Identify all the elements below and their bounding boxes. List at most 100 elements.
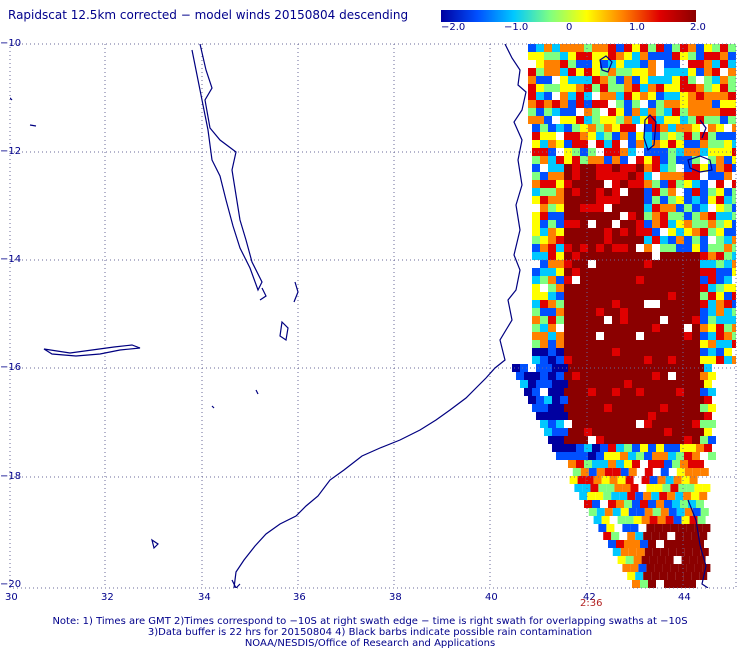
wind-cell <box>644 188 652 196</box>
wind-cell <box>556 244 564 252</box>
wind-cell <box>676 244 684 252</box>
wind-cell <box>668 324 676 332</box>
wind-cell <box>673 476 682 484</box>
wind-cell <box>688 364 696 372</box>
wind-cell <box>572 388 580 396</box>
wind-cell <box>568 444 576 452</box>
wind-cell <box>556 212 564 220</box>
wind-cell <box>576 428 584 436</box>
wind-cell <box>620 388 628 396</box>
wind-cell <box>608 444 616 452</box>
wind-cell <box>612 276 620 284</box>
wind-cell <box>624 92 632 100</box>
wind-cell <box>689 516 698 524</box>
wind-cell <box>524 388 532 396</box>
wind-cell <box>576 68 584 76</box>
wind-cell <box>665 476 674 484</box>
wind-cell <box>716 260 724 268</box>
wind-cell <box>580 228 588 236</box>
wind-cell <box>684 356 692 364</box>
wind-cell <box>724 196 732 204</box>
wind-cell <box>672 540 680 548</box>
wind-cell <box>568 60 576 68</box>
wind-cell <box>616 108 624 116</box>
wind-cell <box>708 172 716 180</box>
wind-cell <box>596 188 604 196</box>
wind-cell <box>612 156 620 164</box>
wind-cell <box>596 268 604 276</box>
wind-cell <box>564 212 572 220</box>
wind-cell <box>636 316 644 324</box>
wind-cell <box>692 420 700 428</box>
wind-cell <box>732 308 736 316</box>
wind-cell <box>556 276 564 284</box>
wind-cell <box>544 396 552 404</box>
wind-cell <box>684 196 692 204</box>
wind-cell <box>636 268 644 276</box>
wind-cell <box>612 140 620 148</box>
wind-cell <box>668 452 676 460</box>
wind-cell <box>652 324 660 332</box>
wind-cell <box>704 68 712 76</box>
wind-cell <box>620 276 628 284</box>
wind-cell <box>620 284 628 292</box>
wind-cell <box>632 76 640 84</box>
wind-cell <box>700 388 708 396</box>
wind-cell <box>616 44 624 52</box>
wind-cell <box>532 252 540 260</box>
wind-cell <box>660 308 668 316</box>
wind-cell <box>644 292 652 300</box>
wind-cell <box>556 316 564 324</box>
wind-cell <box>612 228 620 236</box>
wind-cell <box>668 180 676 188</box>
wind-cell <box>592 500 600 508</box>
wind-cell <box>628 268 636 276</box>
wind-cell <box>676 180 684 188</box>
wind-cell <box>676 148 684 156</box>
wind-cell <box>580 332 588 340</box>
wind-cell <box>548 388 556 396</box>
wind-cell <box>700 284 708 292</box>
wind-cell <box>684 548 693 556</box>
wind-cell <box>651 532 660 540</box>
wind-cell <box>536 52 544 60</box>
wind-cell <box>588 316 596 324</box>
wind-cell <box>532 180 540 188</box>
wind-cell <box>532 276 540 284</box>
wind-cell <box>732 204 736 212</box>
wind-cell <box>683 532 692 540</box>
wind-cell <box>640 68 648 76</box>
wind-cell <box>716 276 724 284</box>
wind-cell <box>641 556 650 564</box>
wind-cell <box>552 44 560 52</box>
wind-cell <box>708 292 716 300</box>
wind-cell <box>596 244 604 252</box>
wind-cell <box>532 172 540 180</box>
wind-cell <box>556 140 564 148</box>
wind-cell <box>628 420 636 428</box>
wind-cell <box>528 92 536 100</box>
wind-cell <box>668 204 676 212</box>
wind-cell <box>732 228 736 236</box>
wind-cell <box>724 308 732 316</box>
wind-cell <box>636 220 644 228</box>
wind-cell <box>620 268 628 276</box>
wind-cell <box>659 532 668 540</box>
wind-cell <box>532 164 540 172</box>
wind-cell <box>668 196 676 204</box>
wind-cell <box>572 420 580 428</box>
wind-cell <box>724 356 732 364</box>
wind-cell <box>684 468 693 476</box>
wind-cell <box>624 500 632 508</box>
wind-cell <box>700 236 708 244</box>
wind-cell <box>716 188 724 196</box>
wind-cell <box>720 84 728 92</box>
wind-cell <box>630 484 639 492</box>
wind-cell <box>640 76 648 84</box>
wind-cell <box>648 92 656 100</box>
wind-cell <box>652 220 660 228</box>
lon-label: 34 <box>198 592 211 603</box>
wind-cell <box>708 244 716 252</box>
wind-cell <box>688 116 696 124</box>
wind-cell <box>556 452 564 460</box>
